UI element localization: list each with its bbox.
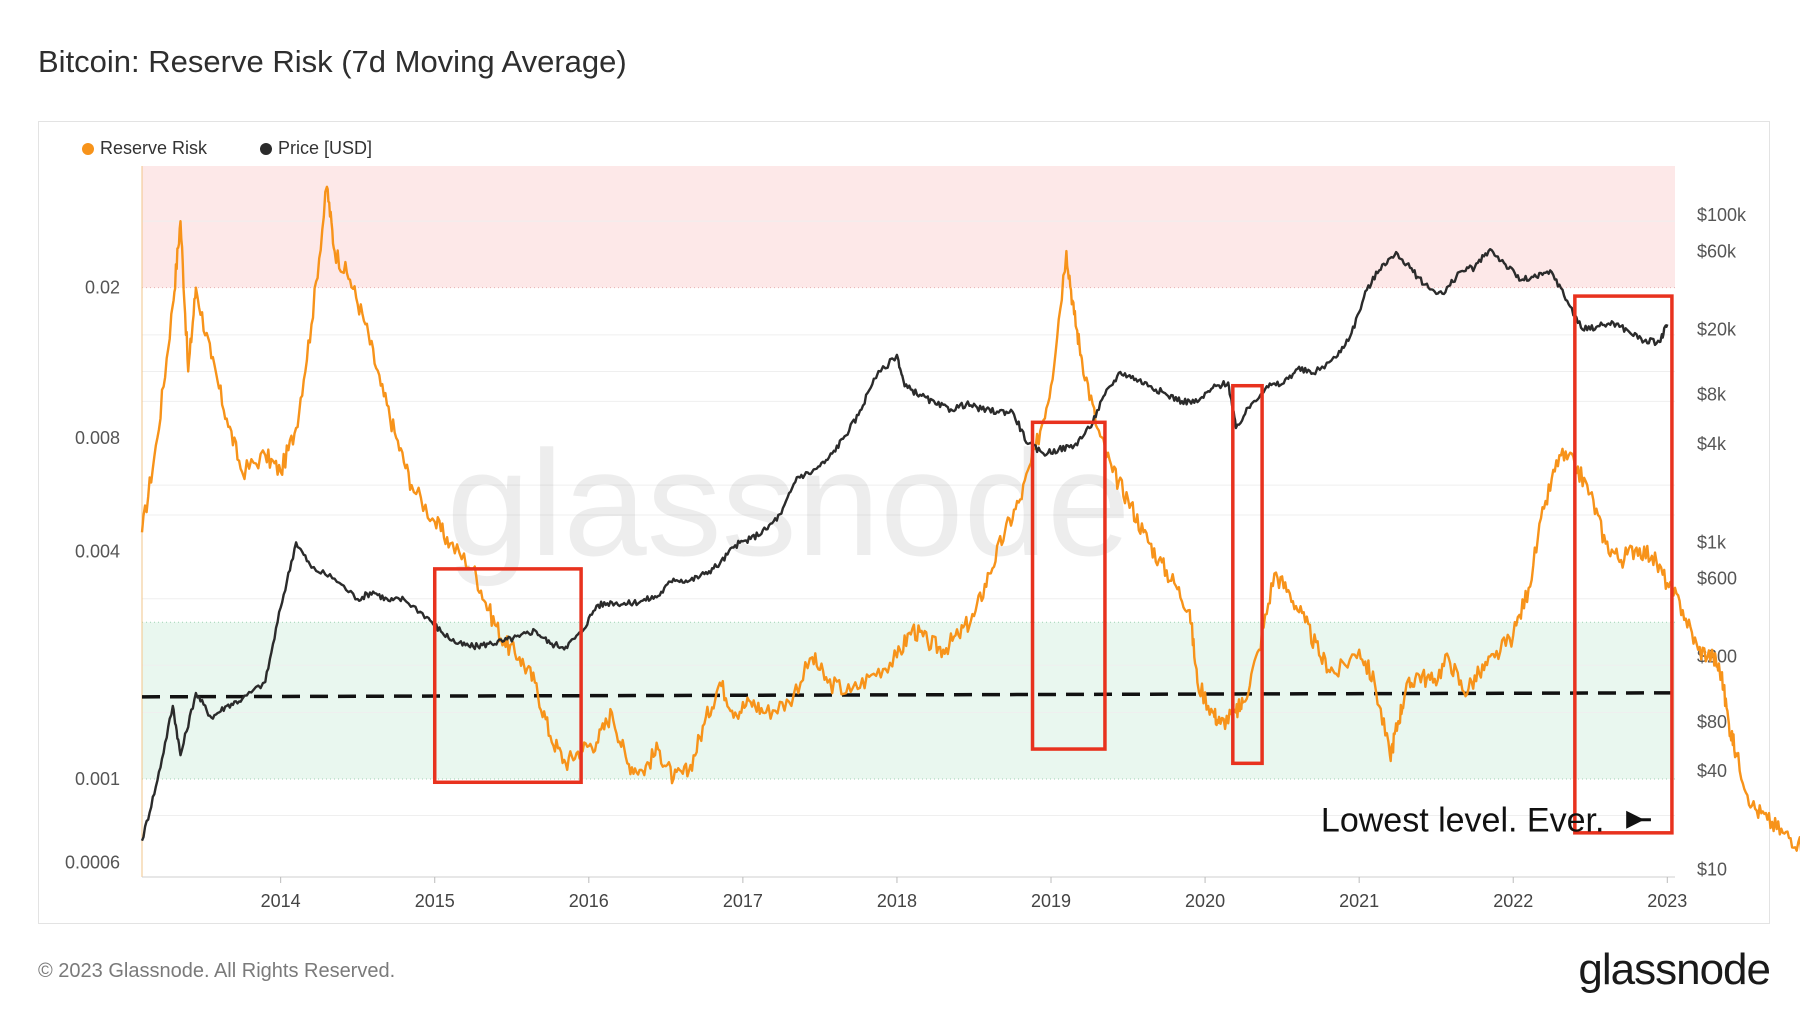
x-tick-label-2023: 2023 xyxy=(1647,891,1687,911)
x-tick-label-2019: 2019 xyxy=(1031,891,1071,911)
right-tick-label-0: $100k xyxy=(1697,205,1747,225)
legend-dot-price xyxy=(260,143,272,155)
highlight-box-1 xyxy=(432,567,583,785)
left-tick-label-2: 0.004 xyxy=(75,542,120,562)
highlight-box-2 xyxy=(1030,420,1107,751)
right-tick-label-9: $40 xyxy=(1697,761,1727,781)
left-tick-label-3: 0.001 xyxy=(75,769,120,789)
right-tick-label-5: $1k xyxy=(1697,532,1727,552)
x-tick-label-2018: 2018 xyxy=(877,891,917,911)
left-tick-label-1: 0.008 xyxy=(75,428,120,448)
legend-label-reserve-risk: Reserve Risk xyxy=(100,138,208,158)
zone-undervalued xyxy=(142,622,1675,779)
copyright-text: © 2023 Glassnode. All Rights Reserved. xyxy=(38,960,396,982)
right-tick-label-7: $200 xyxy=(1697,647,1737,667)
legend-item-reserve-risk[interactable]: Reserve Risk xyxy=(82,138,207,159)
right-tick-label-1: $60k xyxy=(1697,242,1737,262)
legend-dot-reserve-risk xyxy=(82,143,94,155)
right-tick-label-4: $4k xyxy=(1697,434,1727,454)
x-tick-label-2015: 2015 xyxy=(415,891,455,911)
right-tick-label-3: $8k xyxy=(1697,385,1727,405)
right-tick-label-6: $600 xyxy=(1697,569,1737,589)
right-tick-label-10: $10 xyxy=(1697,860,1727,880)
reference-dashed-line xyxy=(141,691,1676,699)
annotation-text: Lowest level. Ever. xyxy=(1321,802,1604,840)
x-tick-label-2017: 2017 xyxy=(723,891,763,911)
x-tick-label-2022: 2022 xyxy=(1493,891,1533,911)
brand-logo: glassnode xyxy=(1578,945,1771,994)
right-tick-label-2: $20k xyxy=(1697,320,1737,340)
zone-overvalued xyxy=(142,166,1675,288)
left-tick-label-4: 0.0006 xyxy=(65,853,120,873)
x-tick-label-2021: 2021 xyxy=(1339,891,1379,911)
chart-frame xyxy=(38,121,1770,924)
annotation-arrow-head xyxy=(1626,810,1645,829)
x-tick-label-2016: 2016 xyxy=(569,891,609,911)
legend-label-price: Price [USD] xyxy=(278,138,373,158)
x-tick-label-2020: 2020 xyxy=(1185,891,1225,911)
left-tick-label-0: 0.02 xyxy=(85,278,120,298)
x-tick-label-2014: 2014 xyxy=(261,891,301,911)
legend-item-price[interactable]: Price [USD] xyxy=(260,138,372,159)
highlight-box-4 xyxy=(1573,294,1674,835)
chart-title: Bitcoin: Reserve Risk (7d Moving Average… xyxy=(38,44,627,79)
right-tick-label-8: $80 xyxy=(1697,712,1727,732)
highlight-box-3 xyxy=(1231,383,1264,766)
series-price-line xyxy=(140,248,1669,842)
